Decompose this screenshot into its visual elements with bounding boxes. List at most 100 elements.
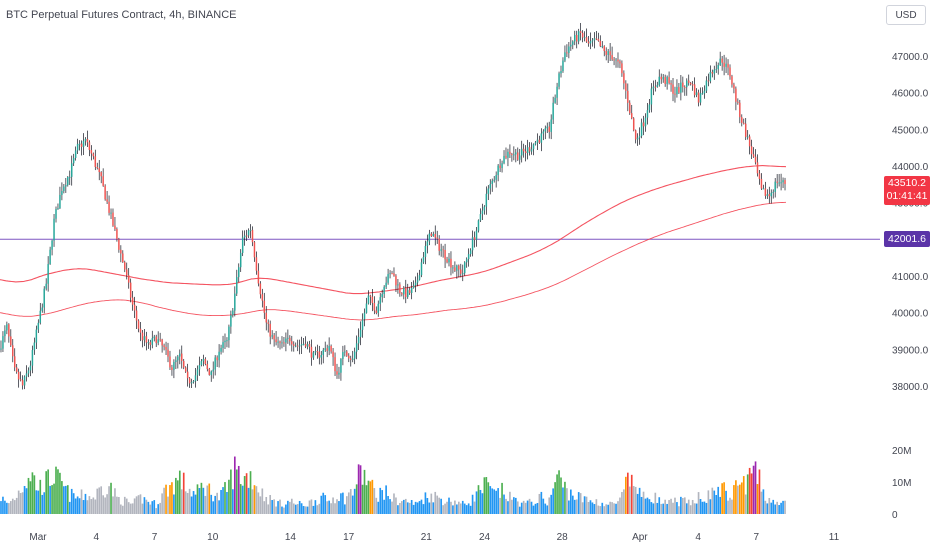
- candle-body: [552, 102, 554, 120]
- volume-bar: [436, 495, 439, 514]
- candle-body: [139, 328, 142, 333]
- volume-bar: [772, 499, 775, 514]
- candle-body: [554, 97, 556, 103]
- volume-bar: [51, 485, 53, 514]
- volume-bar: [713, 490, 716, 514]
- candle-body: [589, 41, 592, 44]
- candle-body: [581, 32, 584, 38]
- candle-body: [735, 88, 737, 102]
- candle-body: [59, 194, 61, 209]
- volume-bar: [605, 504, 608, 514]
- volume-bar: [326, 501, 328, 514]
- volume-bar: [526, 500, 529, 514]
- candle-body: [43, 288, 45, 308]
- candle-body: [686, 80, 688, 88]
- price-tick-label: 44000.0: [892, 162, 929, 173]
- candle-body: [265, 312, 268, 323]
- candle-body: [304, 343, 307, 347]
- volume-bar: [94, 499, 97, 514]
- candle-body: [605, 51, 607, 55]
- volume-bar: [650, 502, 653, 514]
- candle-body: [10, 336, 12, 346]
- candle-body: [310, 346, 313, 358]
- volume-bar: [499, 497, 501, 514]
- candle-body: [748, 136, 751, 147]
- candle-body: [772, 191, 774, 193]
- volume-bar: [664, 499, 666, 514]
- candle-body: [61, 190, 63, 195]
- candle-body: [381, 294, 383, 298]
- candle-body: [379, 297, 381, 304]
- volume-bar: [249, 471, 252, 514]
- currency-button[interactable]: USD: [886, 5, 926, 25]
- price-axis[interactable]: 38000.039000.040000.041000.042000.043000…: [892, 52, 929, 393]
- volume-bar: [232, 489, 234, 514]
- volume-bar: [182, 472, 185, 514]
- candle-body: [316, 351, 319, 353]
- volume-bar: [623, 489, 625, 514]
- candle-body: [0, 348, 2, 350]
- volume-bar: [575, 499, 578, 514]
- candle-body: [764, 188, 767, 196]
- volume-bar: [568, 500, 570, 514]
- volume-bar: [619, 497, 621, 514]
- volume-bar: [47, 469, 49, 514]
- time-axis[interactable]: Mar 4 7 10 14 17 21 24 28 Apr 4 7 11: [29, 532, 839, 543]
- candle-body: [632, 118, 635, 131]
- candle-body: [291, 341, 293, 345]
- candle-body: [497, 165, 499, 176]
- candle-body: [127, 275, 130, 283]
- volume-bar: [756, 484, 759, 514]
- candle-body: [408, 290, 411, 294]
- candle-body: [320, 355, 323, 358]
- candle-body: [45, 283, 47, 289]
- candle-body: [253, 242, 256, 258]
- candle-body: [143, 336, 146, 341]
- volume-bar: [45, 471, 48, 514]
- candle-body: [106, 199, 108, 202]
- last-price-value: 43510.2: [888, 177, 926, 189]
- volume-bar: [184, 491, 187, 514]
- candle-body: [754, 156, 757, 163]
- candle-body: [420, 262, 423, 276]
- horizontal-line-price-badge: 42001.6: [884, 231, 930, 247]
- candle-body: [232, 310, 234, 316]
- candle-body: [774, 181, 776, 192]
- candle-body: [47, 264, 49, 284]
- candle-body: [579, 31, 582, 33]
- volume-bar: [481, 493, 484, 514]
- volume-bar: [628, 486, 631, 514]
- candle-body: [373, 303, 376, 311]
- volume-bar: [448, 497, 450, 514]
- volume-bar: [674, 497, 676, 514]
- volume-bar: [245, 473, 248, 514]
- time-tick-label: 14: [285, 532, 297, 543]
- candle-body: [214, 357, 216, 370]
- volume-bar: [371, 479, 374, 514]
- volume-bar: [141, 503, 144, 514]
- volume-bar: [487, 482, 490, 514]
- volume-bar: [418, 501, 421, 514]
- volume-bar: [88, 496, 91, 514]
- candle-body: [120, 249, 122, 254]
- candle-body: [489, 184, 492, 189]
- last-price-badge: 43510.2 01:41:41: [884, 176, 930, 205]
- candle-body: [625, 83, 627, 91]
- volume-bar: [522, 500, 525, 514]
- candle-body: [548, 126, 550, 132]
- candle-body: [57, 208, 59, 210]
- candle-body: [591, 40, 594, 42]
- volume-bar: [90, 499, 93, 514]
- volume-bar: [139, 494, 142, 514]
- volume-bar: [324, 495, 327, 514]
- volume-bar: [230, 469, 232, 514]
- volume-bar: [347, 492, 350, 514]
- candle-body: [530, 149, 533, 152]
- volume-bar: [595, 499, 598, 514]
- volume-bar: [687, 499, 690, 514]
- candle-body: [27, 370, 30, 374]
- volume-bar: [652, 503, 655, 514]
- volume-bar: [426, 497, 429, 514]
- volume-bar: [467, 503, 470, 514]
